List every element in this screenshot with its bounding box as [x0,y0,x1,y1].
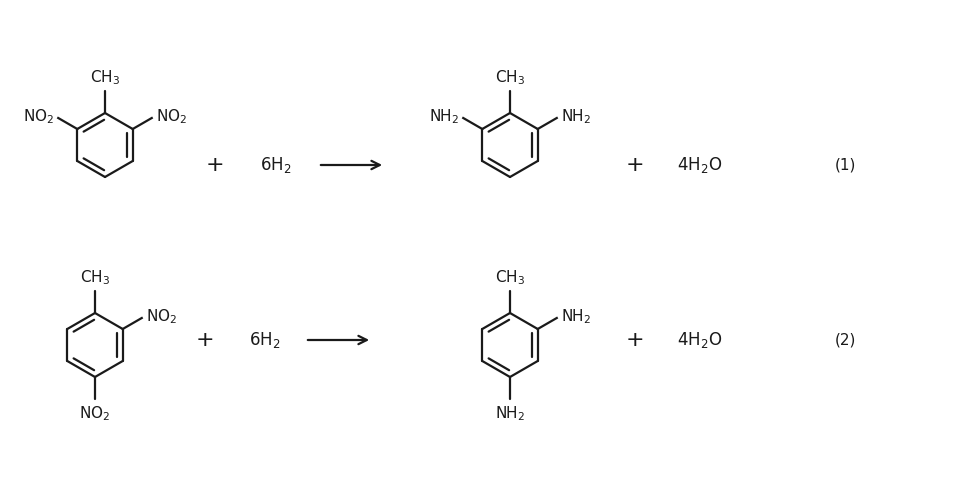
Text: NO$_2$: NO$_2$ [156,107,187,126]
Text: NH$_2$: NH$_2$ [560,308,591,326]
Text: +: + [626,330,645,350]
Text: 6H$_2$: 6H$_2$ [260,155,291,175]
Text: +: + [626,155,645,175]
Text: CH$_3$: CH$_3$ [90,68,120,87]
Text: CH$_3$: CH$_3$ [495,268,525,287]
Text: +: + [206,155,224,175]
Text: NH$_2$: NH$_2$ [495,404,525,423]
Text: 6H$_2$: 6H$_2$ [249,330,281,350]
Text: NO$_2$: NO$_2$ [80,404,110,423]
Text: NO$_2$: NO$_2$ [23,107,55,126]
Text: 4H$_2$O: 4H$_2$O [677,330,722,350]
Text: (2): (2) [834,333,855,347]
Text: CH$_3$: CH$_3$ [80,268,110,287]
Text: CH$_3$: CH$_3$ [495,68,525,87]
Text: (1): (1) [834,157,855,172]
Text: +: + [195,330,215,350]
Text: NO$_2$: NO$_2$ [146,308,177,326]
Text: NH$_2$: NH$_2$ [429,107,459,126]
Text: 4H$_2$O: 4H$_2$O [677,155,722,175]
Text: NH$_2$: NH$_2$ [560,107,591,126]
